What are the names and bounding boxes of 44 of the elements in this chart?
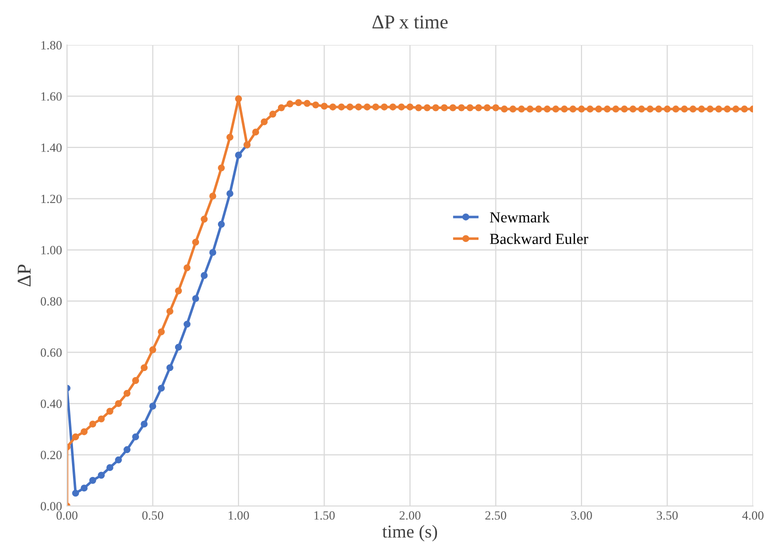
x-tick-label: 0.50 (142, 511, 164, 520)
y-tick-label: 1.40 (41, 143, 62, 152)
point (132, 433, 140, 440)
point (226, 190, 234, 198)
point (106, 464, 114, 472)
y-tick-label: 0.00 (40, 502, 62, 511)
chart-title: ΔP x time (372, 15, 448, 29)
x-tick-label: 4.00 (742, 511, 764, 520)
x-tick-label: 3.00 (571, 511, 592, 520)
y-tick-label: 1.80 (41, 41, 62, 50)
point (184, 320, 191, 328)
y-tick-label: 1.60 (41, 92, 62, 101)
point (124, 446, 130, 454)
point (140, 420, 148, 428)
legend-label: Backward Euler (490, 233, 588, 244)
point (192, 295, 200, 302)
point (80, 484, 88, 492)
y-axis-title: ΔP (18, 264, 31, 286)
point (166, 364, 174, 372)
x-tick-label: 1.00 (228, 511, 249, 520)
y-tick-label: 0.60 (40, 348, 62, 357)
point (89, 476, 96, 484)
point (72, 490, 80, 497)
y-tick-label: 1.00 (41, 246, 62, 254)
point (235, 152, 242, 159)
x-tick-label: 3.50 (656, 511, 678, 520)
y-tick-label: 0.40 (40, 400, 62, 408)
point (218, 220, 225, 228)
y-tick-label: 0.80 (40, 297, 62, 306)
point (200, 272, 208, 279)
x-tick-label: 2.50 (485, 511, 506, 520)
x-axis-title: time (s) (382, 524, 438, 542)
y-tick-label: 0.20 (40, 450, 62, 460)
point (158, 384, 165, 392)
point (114, 456, 122, 464)
legend-label: Newmark (490, 212, 550, 222)
point (98, 472, 105, 479)
point (209, 248, 216, 256)
point (149, 402, 156, 410)
x-tick-label: 0.00 (56, 511, 78, 520)
y-tick-label: 1.20 (41, 194, 62, 204)
x-tick-label: 1.50 (314, 511, 335, 520)
point (175, 344, 182, 351)
x-tick-label: 2.00 (400, 511, 420, 520)
